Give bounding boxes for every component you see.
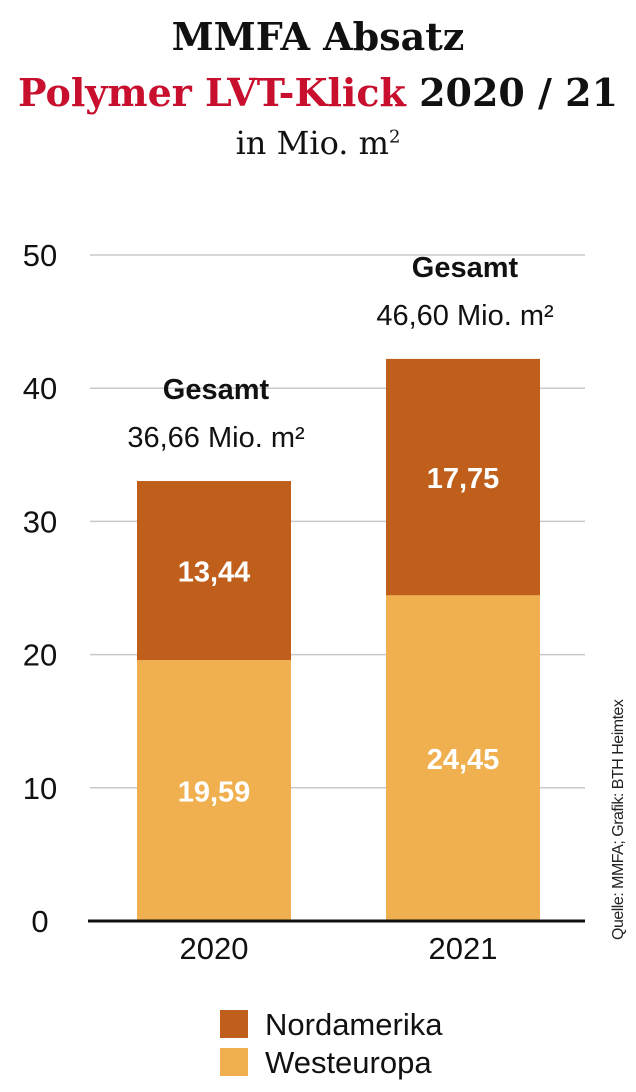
bar-nordamerika-2020 [137, 481, 291, 661]
legend-label: Nordamerika [265, 1007, 443, 1042]
data-label: 24,45 [427, 744, 500, 776]
total-heading: Gesamt [412, 252, 519, 284]
y-tick-label: 10 [23, 771, 57, 806]
total-heading: Gesamt [163, 374, 270, 406]
legend-swatch-nordamerika [220, 1010, 248, 1038]
total-value: 36,66 Mio. m² [127, 422, 305, 454]
bar-westeuropa-2020 [137, 660, 291, 921]
chart-title: MMFA Absatz [171, 14, 465, 59]
y-tick-label: 0 [31, 904, 48, 939]
data-label: 19,59 [178, 777, 251, 809]
y-tick-label: 30 [23, 504, 57, 539]
y-tick-label: 40 [23, 371, 57, 406]
y-tick-label: 20 [23, 638, 57, 673]
unit-text: in Mio. m [235, 124, 389, 162]
bar-westeuropa-2021 [386, 595, 540, 921]
chart-subtitle: Polymer LVT-Klick 2020 / 21 [0, 70, 636, 115]
legend-swatch-westeuropa [220, 1048, 248, 1076]
unit-label: in Mio. m2 [0, 124, 636, 162]
bar-nordamerika-2021 [386, 358, 540, 596]
x-tick-label: 2020 [180, 931, 249, 966]
data-label: 17,75 [427, 463, 500, 495]
subtitle-highlight: Polymer LVT-Klick [17, 70, 406, 115]
x-tick-label: 2021 [429, 931, 498, 966]
unit-sup: 2 [388, 126, 401, 148]
total-value: 46,60 Mio. m² [376, 300, 554, 332]
y-tick-label: 50 [23, 238, 57, 273]
data-label: 13,44 [178, 557, 251, 589]
source-note: Quelle: MMFA; Grafik: BTH Heimtex [610, 699, 627, 940]
subtitle-years: 2020 / 21 [419, 70, 619, 115]
legend-label: Westeuropa [265, 1045, 432, 1080]
